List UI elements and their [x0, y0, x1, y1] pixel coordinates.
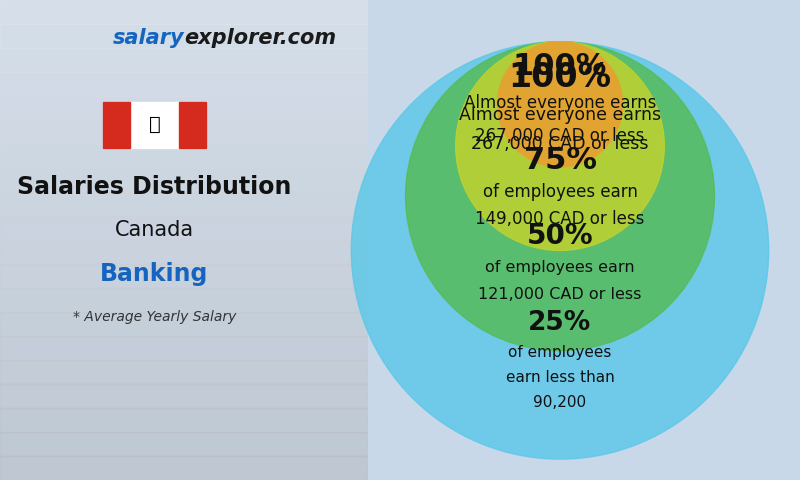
Text: Canada: Canada — [115, 220, 194, 240]
Bar — [0, 384, 368, 408]
Text: 149,000 CAD or less: 149,000 CAD or less — [475, 210, 645, 228]
Text: Almost everyone earns: Almost everyone earns — [459, 106, 661, 124]
Bar — [0, 408, 368, 432]
Text: 75%: 75% — [523, 146, 597, 175]
Bar — [179, 102, 206, 148]
Bar — [0, 360, 368, 384]
Text: * Average Yearly Salary: * Average Yearly Salary — [73, 310, 236, 324]
Bar — [0, 120, 368, 144]
Text: earn less than: earn less than — [506, 370, 614, 385]
Text: of employees: of employees — [508, 345, 612, 360]
Text: 267,000 CAD or less: 267,000 CAD or less — [475, 127, 645, 144]
Bar — [0, 240, 368, 264]
Bar — [0, 0, 368, 24]
Bar — [0, 168, 368, 192]
Bar — [0, 216, 368, 240]
Text: 90,200: 90,200 — [534, 396, 586, 410]
Text: Salaries Distribution: Salaries Distribution — [18, 175, 292, 199]
Bar — [0, 96, 368, 120]
Bar — [103, 102, 130, 148]
Bar — [0, 192, 368, 216]
Bar — [0, 24, 368, 48]
Text: of employees earn: of employees earn — [485, 260, 635, 275]
Circle shape — [351, 42, 769, 459]
Text: 267,000 CAD or less: 267,000 CAD or less — [471, 135, 649, 153]
Bar — [0, 264, 368, 288]
Bar — [0, 336, 368, 360]
Text: 25%: 25% — [528, 311, 592, 336]
Text: Almost everyone earns: Almost everyone earns — [464, 94, 656, 112]
Text: 100%: 100% — [513, 52, 607, 81]
Text: 121,000 CAD or less: 121,000 CAD or less — [478, 287, 642, 302]
Bar — [0, 144, 368, 168]
Bar — [0, 48, 368, 72]
Bar — [0, 288, 368, 312]
Bar — [103, 102, 206, 148]
Circle shape — [406, 42, 714, 350]
Text: salary: salary — [112, 28, 184, 48]
Text: 100%: 100% — [509, 60, 611, 94]
Text: explorer.com: explorer.com — [184, 28, 336, 48]
Bar — [0, 72, 368, 96]
Circle shape — [498, 42, 622, 167]
Text: 🍁: 🍁 — [149, 115, 161, 134]
Bar — [0, 456, 368, 480]
Bar — [0, 432, 368, 456]
Text: 50%: 50% — [526, 222, 594, 250]
Bar — [0, 312, 368, 336]
Text: Banking: Banking — [100, 262, 209, 286]
Text: of employees earn: of employees earn — [482, 183, 638, 201]
Circle shape — [456, 42, 664, 251]
